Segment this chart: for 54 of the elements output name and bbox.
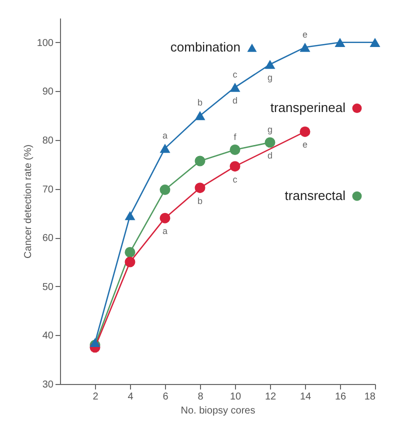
y-tick-label: 50	[42, 282, 54, 293]
annotation: b	[197, 98, 203, 108]
point	[300, 126, 310, 137]
annotation: g	[267, 124, 273, 134]
x-tick-label: 12	[264, 392, 276, 402]
x-tick-label: 6	[162, 392, 169, 402]
x-tick-label: 4	[128, 392, 134, 402]
point	[334, 38, 346, 47]
annotation: a	[162, 226, 168, 236]
y-tick-label: 70	[42, 184, 54, 196]
point	[300, 42, 310, 52]
annotation: d	[232, 95, 238, 106]
x-axis-title: No. biopsy cores	[180, 406, 256, 416]
y-tick-label: 30	[42, 380, 54, 390]
point	[230, 144, 240, 155]
y-tick-label: 60	[42, 233, 54, 244]
point	[194, 156, 206, 166]
point	[194, 182, 206, 194]
legend-label: combination	[170, 40, 240, 55]
point	[264, 60, 276, 69]
x-tick-label: 2	[92, 392, 99, 402]
x-tick-label: 10	[230, 392, 242, 402]
point	[160, 212, 170, 224]
point	[124, 211, 136, 220]
x-tick-label: 14	[300, 392, 312, 402]
point	[90, 338, 100, 348]
annotation: b	[197, 196, 203, 206]
point	[160, 144, 170, 153]
point	[264, 137, 276, 148]
y-tick-label: 80	[42, 136, 54, 146]
y-tick-label: 90	[42, 86, 54, 98]
annotation: f	[234, 132, 237, 142]
point	[124, 247, 136, 258]
y-tick-label: 100	[36, 38, 54, 49]
annotation: e	[302, 140, 308, 150]
x-tick-label: 16	[334, 392, 346, 402]
point	[124, 256, 136, 268]
annotation: d	[267, 150, 273, 160]
annotation: g	[267, 72, 273, 82]
x-tick-label: 8	[198, 392, 204, 402]
annotation: c	[232, 174, 238, 184]
point	[160, 184, 170, 196]
annotation: c	[232, 69, 238, 80]
point	[370, 38, 380, 47]
point	[230, 82, 240, 92]
legend-label: transrectal	[284, 188, 346, 204]
point	[230, 161, 240, 172]
y-axis-title: Cancer detection rate (%)	[22, 144, 34, 258]
point	[194, 111, 206, 120]
annotation: e	[302, 29, 308, 40]
y-tick-label: 40	[42, 330, 54, 342]
legend-label: transperineal	[270, 100, 346, 116]
annotation: a	[162, 130, 168, 140]
x-tick-label: 18	[364, 392, 376, 402]
